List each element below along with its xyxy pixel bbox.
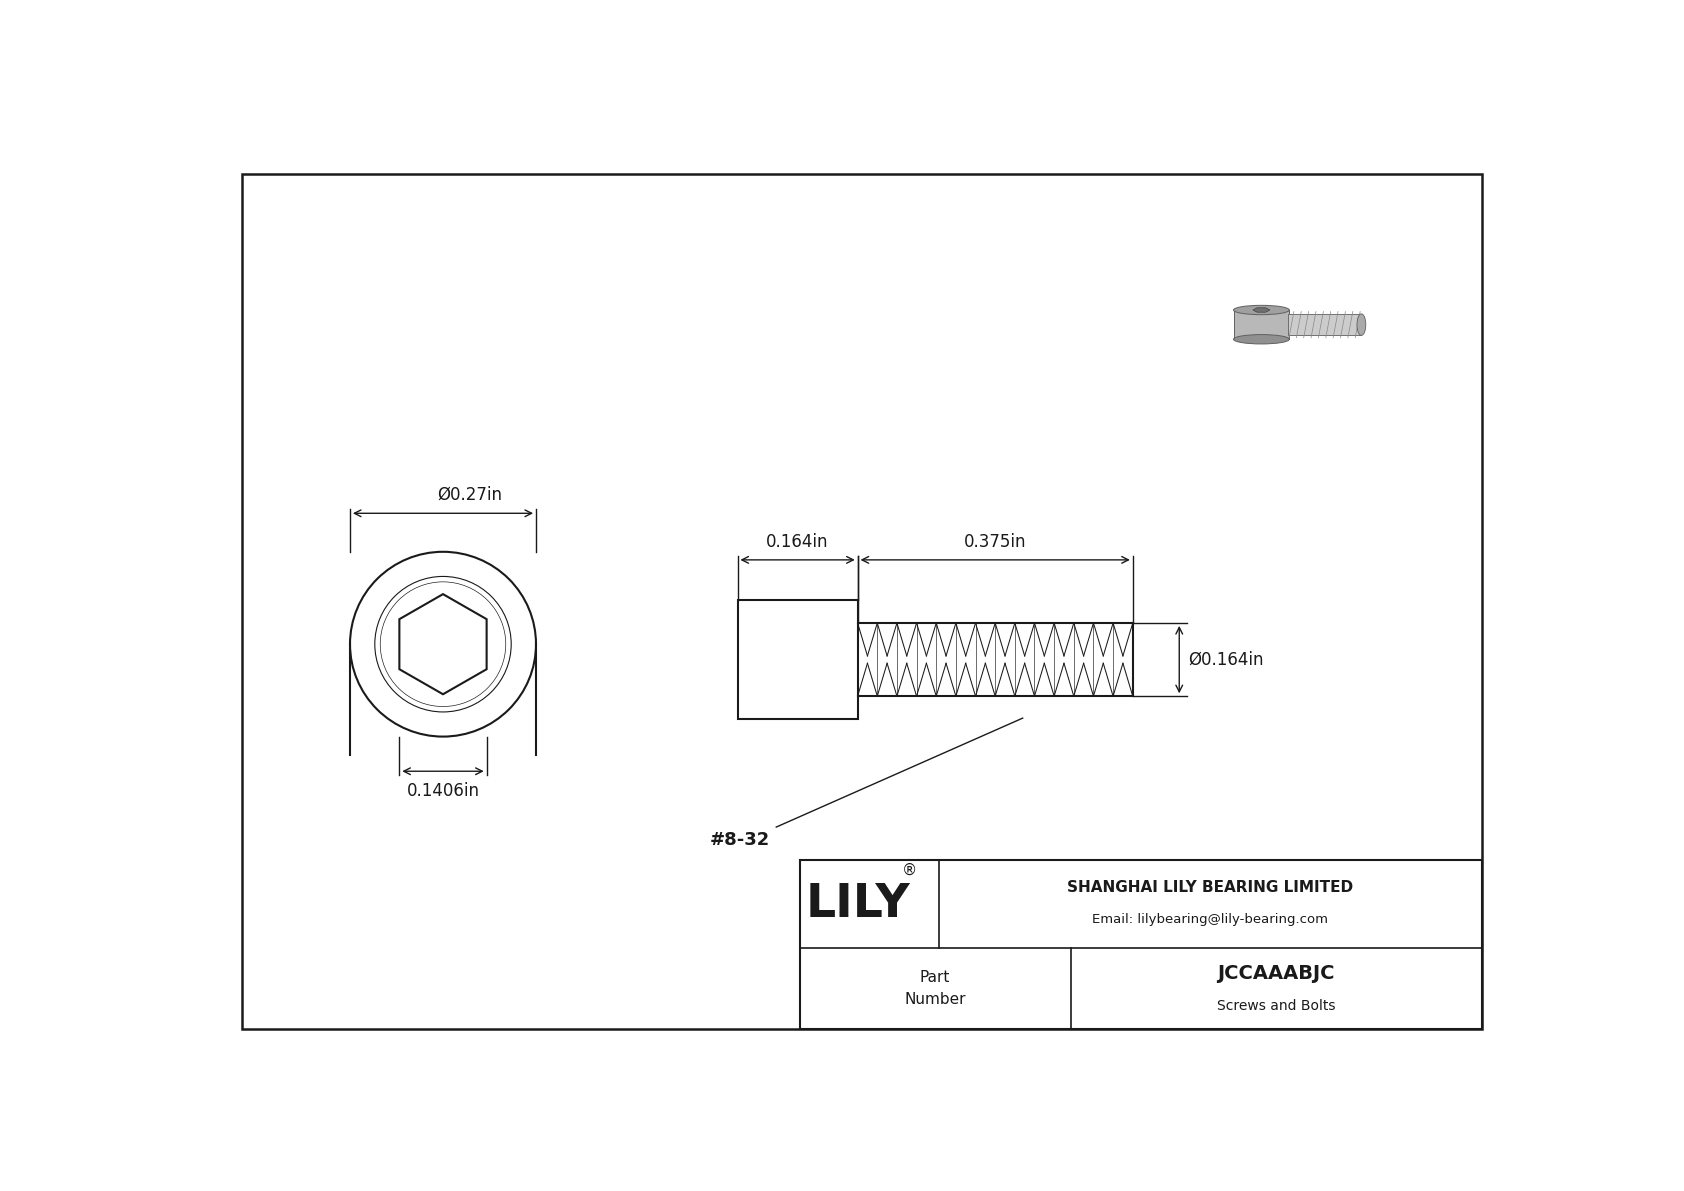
Text: #8-32: #8-32 <box>709 831 770 849</box>
Text: Ø0.164in: Ø0.164in <box>1189 650 1265 668</box>
Text: Email: lilybearing@lily-bearing.com: Email: lilybearing@lily-bearing.com <box>1093 913 1329 925</box>
Polygon shape <box>1253 307 1270 312</box>
Text: LILY: LILY <box>805 881 909 927</box>
Text: ®: ® <box>903 862 918 878</box>
Bar <box>800 860 1482 1029</box>
Text: Screws and Bolts: Screws and Bolts <box>1218 999 1335 1012</box>
Ellipse shape <box>1233 305 1290 314</box>
Text: 0.164in: 0.164in <box>766 532 829 550</box>
Bar <box>1288 314 1361 336</box>
Text: Ø0.27in: Ø0.27in <box>438 486 502 504</box>
Ellipse shape <box>1357 314 1366 336</box>
Ellipse shape <box>1233 335 1290 344</box>
Bar <box>1233 310 1290 339</box>
Text: 0.375in: 0.375in <box>963 532 1027 550</box>
Text: Part
Number: Part Number <box>904 971 967 1008</box>
Text: JCCAAABJC: JCCAAABJC <box>1218 964 1335 983</box>
Text: 0.1406in: 0.1406in <box>406 782 480 800</box>
Bar <box>738 600 857 719</box>
Text: SHANGHAI LILY BEARING LIMITED: SHANGHAI LILY BEARING LIMITED <box>1068 880 1354 894</box>
